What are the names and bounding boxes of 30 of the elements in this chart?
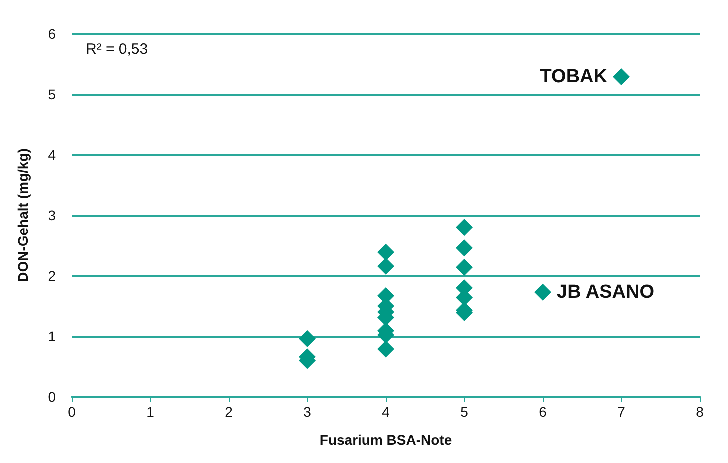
y-tick-label: 2 <box>48 268 56 284</box>
point <box>456 259 473 276</box>
y-tick-label: 3 <box>48 208 56 224</box>
x-axis-title: Fusarium BSA-Note <box>320 432 452 448</box>
point <box>534 284 552 301</box>
y-tick-label: 4 <box>48 147 56 163</box>
x-tick-label: 4 <box>382 404 390 420</box>
x-tick-label: 7 <box>618 404 626 420</box>
point <box>456 240 473 257</box>
x-tick-label: 5 <box>460 404 469 420</box>
x-tick-label: 0 <box>68 404 76 420</box>
x-tick-label: 2 <box>225 404 234 420</box>
annotation: R² = 0,53 <box>86 41 148 58</box>
x-tick-label: 3 <box>304 404 312 420</box>
y-tick-label: 5 <box>48 86 56 102</box>
y-axis-title: DON-Gehalt (mg/kg) <box>15 148 31 282</box>
x-tick-label: 6 <box>539 404 548 420</box>
point <box>613 68 630 86</box>
x-tick-label: 8 <box>696 404 704 420</box>
x-tick-label: 1 <box>146 404 155 420</box>
y-tick-label: 1 <box>48 328 56 344</box>
point <box>378 340 394 358</box>
point <box>456 219 473 236</box>
annotation: JB ASANO <box>557 282 654 303</box>
y-tick-label: 0 <box>48 389 56 405</box>
point <box>378 244 394 261</box>
point <box>299 330 316 348</box>
annotation: TOBAK <box>540 66 608 88</box>
y-tick-label: 6 <box>48 26 56 42</box>
point <box>378 258 394 275</box>
